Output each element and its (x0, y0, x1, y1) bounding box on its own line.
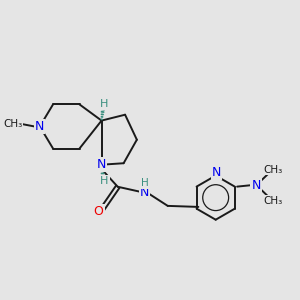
Text: O: O (94, 205, 103, 218)
Text: N: N (140, 186, 149, 199)
Text: N: N (212, 166, 221, 178)
Text: H: H (100, 99, 109, 110)
Text: N: N (251, 178, 261, 192)
Text: CH₃: CH₃ (3, 118, 22, 128)
Text: N: N (97, 158, 106, 171)
Text: N: N (35, 120, 44, 133)
Text: H: H (141, 178, 149, 188)
Text: CH₃: CH₃ (263, 196, 282, 206)
Text: H: H (100, 176, 109, 186)
Text: CH₃: CH₃ (263, 165, 282, 175)
